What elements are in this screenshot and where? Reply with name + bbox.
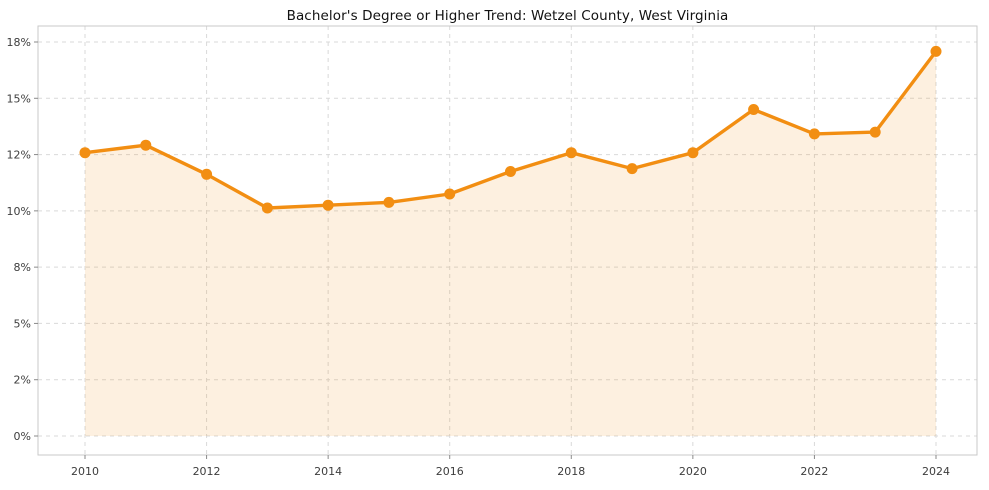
data-point-2018	[565, 147, 577, 159]
data-point-2010	[79, 147, 91, 159]
data-point-2011	[140, 139, 152, 151]
x-axis-tick-label: 2024	[922, 465, 950, 478]
y-axis-tick-label: 15%	[7, 92, 31, 105]
data-point-2015	[383, 196, 395, 208]
plot-border	[37, 25, 978, 456]
y-axis-tick-label: 8%	[14, 261, 31, 274]
data-point-2013	[261, 202, 273, 214]
x-axis-tick-label: 2012	[193, 465, 221, 478]
data-point-2020	[687, 147, 699, 159]
x-axis-tick-label: 2016	[436, 465, 464, 478]
data-point-2022	[808, 128, 820, 140]
data-point-2023	[869, 126, 881, 138]
x-axis-tick-label: 2018	[557, 465, 585, 478]
x-axis-tick-label: 2010	[71, 465, 99, 478]
x-axis-tick-label: 2020	[679, 465, 707, 478]
y-axis-tick-label: 10%	[7, 205, 31, 218]
data-point-2014	[322, 199, 334, 211]
area-fill	[85, 51, 936, 437]
x-axis-tick-label: 2014	[314, 465, 342, 478]
data-point-2019	[626, 163, 638, 175]
y-axis-tick-label: 18%	[7, 36, 31, 49]
data-point-2017	[505, 166, 516, 177]
data-point-2012	[201, 168, 213, 180]
y-axis-tick-label: 2%	[14, 374, 31, 387]
y-axis-tick-label: 12%	[7, 149, 31, 162]
data-point-2016	[444, 188, 456, 200]
y-axis-tick-label: 5%	[14, 317, 31, 330]
x-axis-tick-label: 2022	[800, 465, 828, 478]
data-point-2021	[748, 104, 760, 115]
data-point-2024	[930, 45, 942, 57]
chart-title: Bachelor's Degree or Higher Trend: Wetze…	[286, 8, 729, 24]
y-axis-tick-label: 0%	[14, 430, 31, 443]
